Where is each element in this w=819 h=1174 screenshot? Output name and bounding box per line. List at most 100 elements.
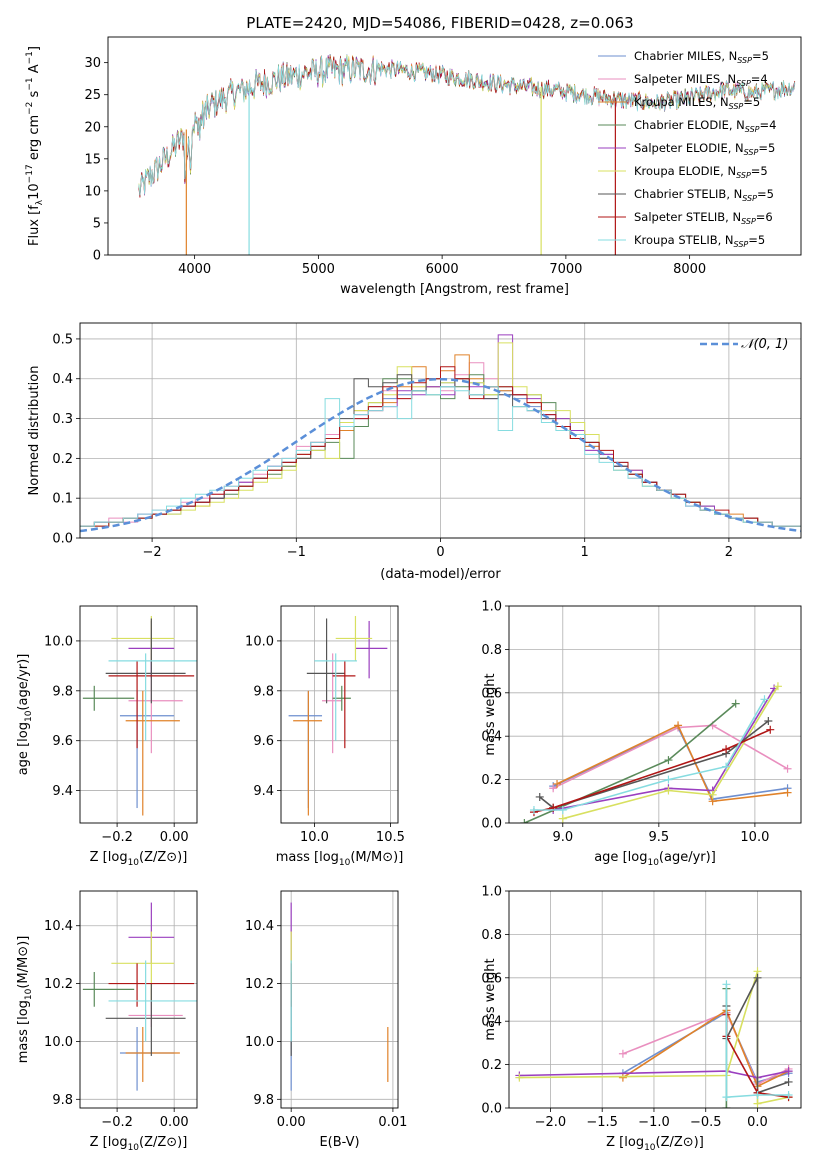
weight-marker-series-8 — [529, 805, 538, 814]
legend-label-series-2: Kroupa MILES, NSSP=5 — [634, 95, 760, 111]
y-tick-label: 9.6 — [253, 734, 274, 749]
weight-marker-series-5 — [753, 1099, 762, 1108]
y-axis-label-ten: 10 — [27, 183, 42, 200]
weight-marker-series-3 — [664, 756, 673, 765]
y-axis-label-exp2: −2 — [25, 102, 35, 115]
x-tick-label: 7000 — [549, 262, 582, 277]
y-tick-label: 20 — [84, 120, 101, 135]
x-tick-label: 0.00 — [160, 1115, 189, 1130]
y-tick-label: 0.5 — [52, 332, 73, 347]
legend-label-text: Salpeter MILES, N — [634, 72, 736, 86]
y-tick-label: 0.8 — [481, 643, 502, 658]
x-axis-label: age [log10(age/yr)] — [594, 850, 716, 868]
weight-marker-series-7 — [766, 725, 775, 734]
weight-marker-series-8 — [558, 805, 567, 814]
y-tick-label: 10.0 — [44, 1035, 73, 1050]
y-axis-label-tail: (age/yr)] — [16, 654, 31, 711]
axes-frame — [79, 322, 802, 539]
x-axis-label-text: Z [log — [90, 1135, 128, 1150]
weight-marker-series-2 — [618, 1073, 627, 1082]
y-tick-label: 10.4 — [44, 919, 73, 934]
weight-line-series-8 — [534, 698, 766, 811]
y-axis-label: Flux [fλ10−17 erg cm−2 s−1 A−1] — [25, 46, 45, 246]
weight-marker-series-1 — [783, 764, 792, 773]
weight-marker-series-1 — [618, 1049, 627, 1058]
x-tick-label: 4000 — [178, 262, 211, 277]
x-axis-label: Z [log10(Z/Z⊙)] — [90, 1135, 188, 1153]
weight-marker-series-8 — [784, 1090, 793, 1099]
legend-label-series-8: Kroupa STELIB, NSSP=5 — [634, 233, 765, 249]
y-axis-label: mass weight — [483, 673, 498, 755]
weight-vs-age-panel: 9.0 9.5 10.0 0.0 0.2 0.4 0.6 0.8 1.0 mass weight a… — [481, 600, 802, 868]
weight-line-series-7 — [533, 728, 771, 813]
x-tick-label: 10.5 — [376, 830, 405, 845]
y-axis-label-text: Flux [f — [27, 205, 42, 246]
y-tick-label: 10.4 — [245, 919, 274, 934]
age-vs-mass-panel: 10.0 10.5 9.4 9.6 9.8 10.0 mass [log10(M/M⊙)] — [245, 605, 405, 868]
y-tick-label: 9.8 — [52, 684, 73, 699]
y-tick-label: 30 — [84, 56, 101, 71]
x-axis-label-sub: 10 — [128, 1143, 140, 1153]
y-tick-label: 10.2 — [44, 977, 73, 992]
legend-label-text: Chabrier STELIB, N — [634, 187, 742, 201]
y-axis-label-exp3: −1 — [25, 77, 35, 90]
x-axis-label-sub: 10 — [644, 1143, 656, 1153]
y-axis-label-sub: 10 — [24, 988, 34, 1000]
legend-label-value: =4 — [760, 118, 777, 132]
y-tick-label: 9.8 — [253, 684, 274, 699]
weight-vs-Z-plot-area — [515, 967, 793, 1108]
y-axis-label: mass [log10(M/M⊙)] — [16, 936, 34, 1064]
legend-label-sub: SSP — [736, 79, 751, 88]
y-axis-label-erg: erg cm — [27, 115, 42, 164]
x-axis-label: wavelength [Angstrom, rest frame] — [340, 282, 569, 297]
y-axis-label-exp4: −1 — [25, 51, 35, 64]
legend-label-value: =5 — [743, 95, 760, 109]
axes-frame — [508, 890, 802, 1109]
y-tick-label: 9.8 — [52, 1093, 73, 1108]
y-tick-label: 10 — [84, 184, 101, 199]
weight-marker-series-3 — [731, 699, 740, 708]
weight-marker-series-3 — [722, 1104, 731, 1108]
y-axis-label-lambda: λ — [35, 199, 45, 205]
mass-vs-EBV-panel: 0.00 0.01 9.8 10.0 10.2 10.4 E(B-V) — [245, 890, 407, 1150]
x-axis-label-text: Z [log — [606, 1135, 644, 1150]
y-tick-label: 0.3 — [52, 412, 73, 427]
y-axis-label-sub: 10 — [24, 710, 34, 722]
weight-line-series-6 — [539, 720, 769, 809]
x-axis-label-text: age [log — [594, 850, 647, 865]
mass-vs-Z-plot-area — [82, 902, 197, 1091]
y-tick-label: 0 — [93, 249, 101, 264]
y-tick-label: 0.4 — [481, 1015, 502, 1030]
x-axis-label-text: mass [log — [276, 850, 339, 865]
y-tick-label: 10.0 — [245, 1035, 274, 1050]
legend-label-series-6: Chabrier STELIB, NSSP=5 — [634, 187, 774, 203]
x-axis-label: E(B-V) — [319, 1135, 359, 1150]
legend-label-series-3: Chabrier ELODIE, NSSP=4 — [634, 118, 776, 134]
y-tick-label: 0.0 — [481, 1102, 502, 1117]
weight-line-series-3 — [524, 702, 737, 823]
x-tick-label: −1.5 — [586, 1115, 618, 1130]
x-tick-label: 0.00 — [160, 830, 189, 845]
figure-title: PLATE=2420, MJD=54086, FIBERID=0428, z=0… — [246, 14, 633, 32]
weight-marker-series-8 — [722, 1093, 731, 1102]
y-tick-label: 0.8 — [481, 928, 502, 943]
weight-marker-series-5 — [558, 814, 567, 823]
x-tick-label: 10.0 — [300, 830, 329, 845]
x-tick-label: 6000 — [426, 262, 459, 277]
y-tick-label: 5 — [93, 216, 101, 231]
y-axis-label-a: A — [27, 64, 42, 77]
x-tick-label: 0 — [436, 545, 444, 560]
weight-marker-series-6 — [535, 792, 544, 801]
weight-marker-series-8 — [760, 695, 769, 704]
x-tick-label: 5000 — [302, 262, 335, 277]
y-tick-label: 0.2 — [481, 773, 502, 788]
x-tick-label: −2.0 — [535, 1115, 567, 1130]
legend-label-value: =6 — [756, 210, 773, 224]
weight-marker-series-6 — [753, 973, 762, 982]
x-axis-label: mass [log10(M/M⊙)] — [276, 850, 404, 868]
y-tick-label: 0.4 — [481, 730, 502, 745]
weight-marker-series-3 — [520, 819, 529, 823]
mass-vs-Z-panel: −0.2 0.009.810.010.210.4Z [log10(Z/Z⊙)]ma… — [16, 890, 198, 1153]
legend-label-sub: SSP — [729, 102, 744, 111]
y-tick-label: 0.6 — [481, 686, 502, 701]
